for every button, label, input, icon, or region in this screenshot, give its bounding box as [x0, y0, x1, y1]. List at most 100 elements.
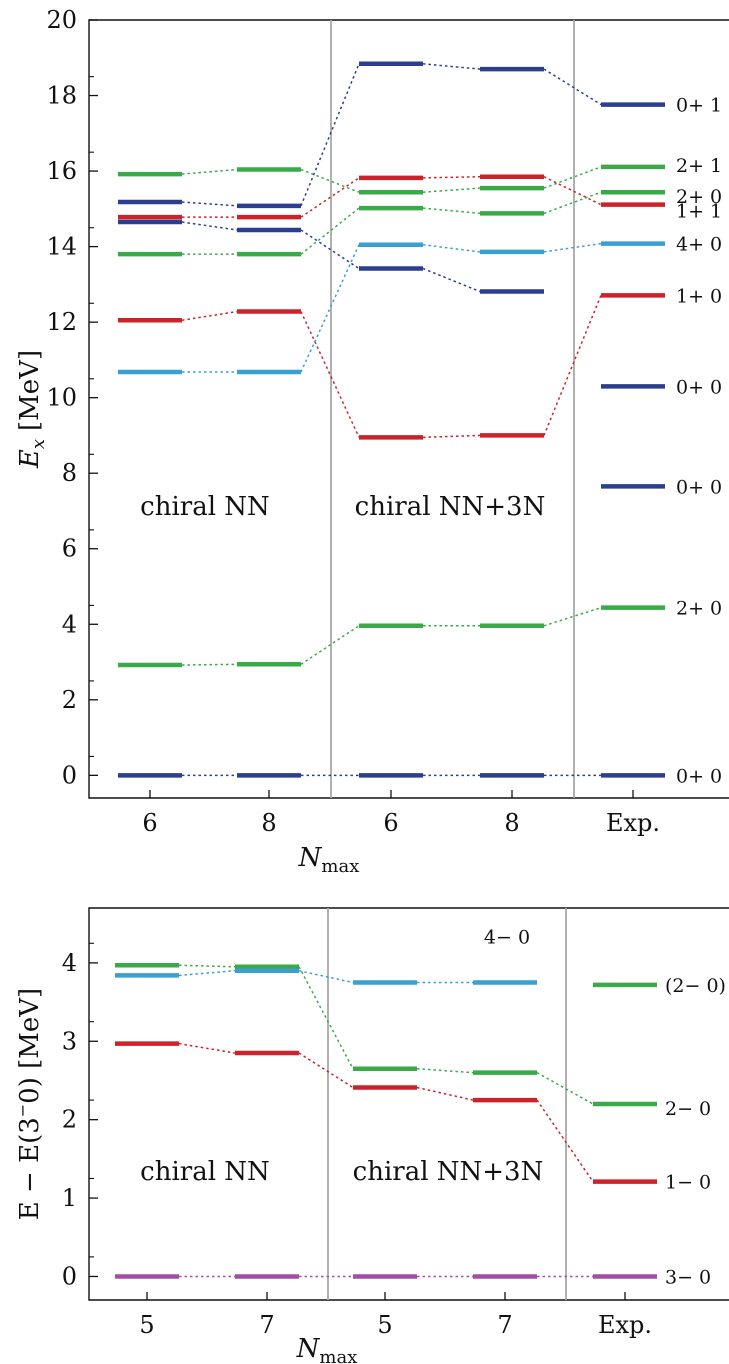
level-label: 1+ 1 [676, 201, 722, 223]
level-connector [422, 175, 481, 179]
level-series: 2− 0 [115, 962, 711, 1120]
level-connector [416, 1067, 474, 1074]
level-connector [543, 176, 602, 206]
level-connector [543, 191, 602, 215]
x-tick-label: 6 [142, 809, 157, 837]
level-series: 4+ 0 [118, 234, 722, 375]
level-label: 0+ 0 [676, 765, 722, 787]
group-label: chiral NN [140, 1157, 270, 1187]
x-tick-label: Exp. [598, 1311, 652, 1339]
level-connector [422, 207, 481, 215]
level-series: 0+ 1 [118, 61, 722, 209]
level-label: 0+ 1 [676, 95, 722, 117]
level-connector [543, 242, 602, 253]
level-series: 1+ 0 [118, 285, 722, 440]
level-connector [298, 969, 354, 984]
level-series: 1− 0 [115, 1041, 711, 1194]
level-label: 0+ 0 [676, 476, 722, 498]
x-tick-label: 7 [497, 1311, 512, 1339]
level-label: 2+ 0 [676, 186, 722, 208]
level-connector [300, 229, 360, 270]
group-label: chiral NN+3N [355, 492, 546, 522]
level-label: 2− 0 [665, 1098, 711, 1120]
level-connector [422, 187, 481, 193]
y-tick-label: 0 [62, 1262, 77, 1290]
y-tick-label: 2 [62, 1106, 77, 1134]
level-connector [422, 267, 481, 293]
level-connector [422, 63, 481, 70]
x-tick-label: 8 [261, 809, 276, 837]
level-connector [416, 1086, 474, 1101]
level-series: 2+ 0 [118, 598, 722, 668]
level-label: 1− 0 [665, 1172, 711, 1194]
y-tick-label: 3 [62, 1027, 77, 1055]
level-series: 1+ 1 [118, 174, 722, 223]
x-tick-label: 8 [504, 809, 519, 837]
y-tick-label: 6 [62, 535, 77, 563]
level-series: 0+ 0 [118, 765, 722, 787]
level-series: 2+ 0 [118, 186, 722, 257]
level-connector [543, 295, 602, 436]
level-series: 3− 0 [115, 1266, 711, 1288]
y-tick-label: 14 [46, 233, 77, 261]
level-label: (2− 0) [665, 975, 726, 997]
level-connector [178, 964, 236, 968]
x-axis-label: Nmax [298, 843, 360, 877]
level-label: 0+ 0 [676, 376, 722, 398]
x-tick-label: 5 [377, 1311, 392, 1339]
group-label: chiral NN [140, 492, 270, 522]
level-connector [422, 434, 481, 439]
level-connector [543, 606, 602, 627]
y-tick-label: 18 [46, 82, 77, 110]
level-label: 2+ 0 [676, 598, 722, 620]
level-series: 4− 0 [115, 926, 537, 985]
level-connector [300, 311, 360, 438]
panel-1: 0 2 4 6 8 10 12 14 16 18 20 6 8 6 8 Exp. Nmax Ex[MeV] chir… [15, 6, 729, 877]
level-label: 1+ 0 [676, 285, 722, 307]
level-connector [300, 63, 360, 207]
level-connector [300, 177, 360, 218]
y-tick-label: 0 [62, 761, 77, 789]
level-connector [181, 310, 238, 321]
y-tick-label: 8 [62, 459, 77, 487]
x-tick-label: 5 [139, 1311, 154, 1339]
level-connector [536, 1099, 594, 1183]
level-label: 2+ 1 [676, 155, 722, 177]
y-axis-label: Ex[MeV] [15, 350, 49, 469]
level-label: 4− 0 [484, 926, 530, 948]
level-connector [422, 243, 481, 253]
group-label: chiral NN+3N [353, 1157, 544, 1187]
level-connector [298, 966, 354, 1070]
y-tick-label: 1 [62, 1184, 77, 1212]
level-connector [536, 1071, 594, 1105]
level-connector [181, 201, 238, 207]
y-tick-label: 16 [46, 157, 77, 185]
level-connector [181, 168, 238, 175]
x-tick-label: Exp. [606, 809, 660, 837]
y-tick-label: 10 [46, 384, 77, 412]
level-series [118, 219, 544, 294]
level-connector [300, 168, 360, 193]
level-connector [543, 68, 602, 106]
y-tick-label: 4 [62, 610, 77, 638]
axes-frame [88, 907, 729, 1301]
y-tick-label: 12 [46, 308, 77, 336]
x-axis-label: Nmax [296, 1334, 358, 1364]
level-connector [300, 244, 360, 373]
level-connector [181, 663, 238, 666]
level-label: 4+ 0 [676, 234, 722, 256]
y-tick-label: 4 [62, 949, 77, 977]
level-series: (2− 0) [593, 975, 726, 997]
level-connector [543, 166, 602, 189]
level-series: 0+ 0 [601, 476, 722, 498]
level-series: 2+ 1 [118, 155, 722, 195]
x-tick-label: 6 [383, 809, 398, 837]
level-series: 0+ 0 [601, 376, 722, 398]
panel-2: 0 1 2 3 4 5 7 5 7 Exp. Nmax E − E(3−0) [MeV] chiral … [13, 907, 729, 1364]
y-tick-label: 20 [46, 6, 77, 34]
axes-frame [88, 19, 729, 799]
level-connector [178, 969, 236, 977]
level-connector [300, 625, 360, 665]
level-connector [181, 221, 238, 231]
